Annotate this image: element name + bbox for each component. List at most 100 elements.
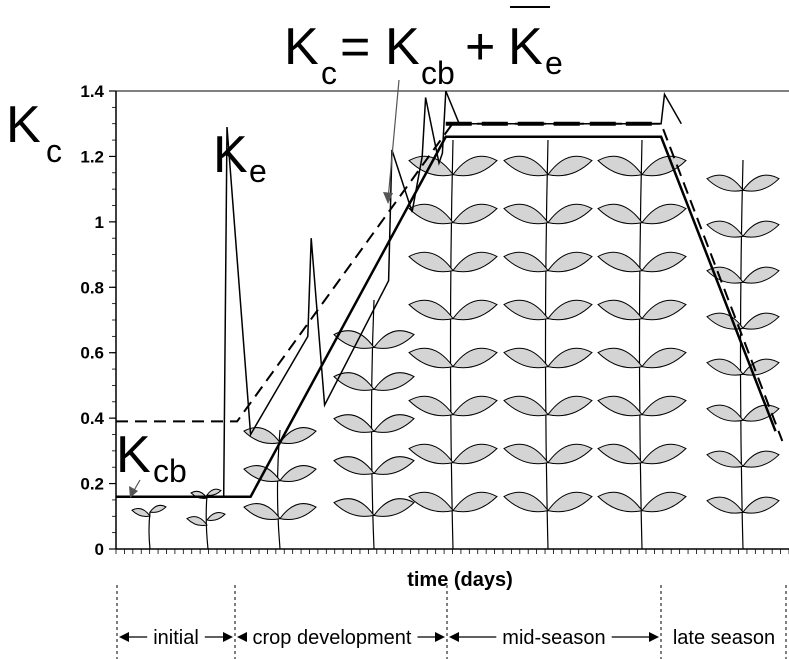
y-tick-label: 1.2 <box>80 147 104 166</box>
stage-arrow-head <box>649 632 659 642</box>
plant-stem <box>544 139 549 550</box>
ke-label: K e <box>213 126 267 189</box>
leaf-shape <box>597 443 643 465</box>
leaf-shape <box>641 395 687 417</box>
leaf-shape <box>706 266 744 284</box>
leaf-shape <box>547 155 593 177</box>
y-tick-label: 1.4 <box>80 82 104 101</box>
growing-plant <box>333 299 415 550</box>
leaf-shape <box>547 395 593 417</box>
leaf-shape <box>503 203 549 225</box>
leaf-shape <box>597 395 643 417</box>
leaf-shape <box>503 395 549 417</box>
series-lines <box>116 90 784 498</box>
leaf-shape <box>408 299 454 321</box>
plant-stem <box>370 299 375 550</box>
y-tick-label: 0 <box>95 540 104 559</box>
equation-ke-main: K <box>508 18 543 76</box>
equation-kcb-sub: cb <box>421 55 455 91</box>
leaf-shape <box>742 220 780 238</box>
equation-ke-sub: e <box>545 45 563 81</box>
leaf-shape <box>706 496 744 514</box>
leaf-shape <box>333 498 375 517</box>
stage-label: late season <box>673 627 775 649</box>
leaf-shape <box>706 174 744 192</box>
leaf-shape <box>452 491 498 513</box>
late-season-plant <box>706 159 780 550</box>
equation-k-sub: c <box>321 55 337 91</box>
kcb-arrow-head <box>129 486 138 498</box>
equation-annotation: K c = K cb + K e <box>284 6 563 91</box>
leaf-shape <box>243 427 281 444</box>
young-plant <box>243 427 317 550</box>
plant-stem <box>449 139 454 550</box>
leaf-shape <box>333 456 375 475</box>
leaf-shape <box>452 299 498 321</box>
leaf-shape <box>206 512 226 521</box>
stage-label: mid-season <box>502 627 605 649</box>
leaf-shape <box>706 220 744 238</box>
leaf-shape <box>131 508 151 517</box>
leaf-shape <box>452 443 498 465</box>
leaf-shape <box>408 443 454 465</box>
leaf-shape <box>408 395 454 417</box>
leaf-shape <box>597 491 643 513</box>
leaf-shape <box>503 443 549 465</box>
leaf-shape <box>597 299 643 321</box>
seedling-plant <box>186 488 226 550</box>
leaf-shape <box>243 503 281 520</box>
y-axis-label: K c <box>6 96 62 169</box>
leaf-shape <box>503 155 549 177</box>
leaf-shape <box>373 456 415 475</box>
leaf-shape <box>742 450 780 468</box>
leaf-shape <box>547 491 593 513</box>
kc-series-line <box>116 122 784 442</box>
leaf-shape <box>503 299 549 321</box>
leaf-shape <box>597 347 643 369</box>
leaf-shape <box>408 251 454 273</box>
leaf-shape <box>373 330 415 349</box>
leaf-shape <box>279 427 317 444</box>
equation-arrow-line <box>387 79 400 201</box>
stage-arrow-head <box>435 632 445 642</box>
leaf-shape <box>408 347 454 369</box>
leaf-shape <box>503 491 549 513</box>
leaf-shape <box>742 174 780 192</box>
leaf-shape <box>547 299 593 321</box>
stage-label: crop development <box>253 627 412 649</box>
y-tick-label: 0.6 <box>80 344 104 363</box>
leaf-shape <box>206 488 222 496</box>
leaf-shape <box>706 450 744 468</box>
leaf-shape <box>503 251 549 273</box>
plant-stem <box>148 511 151 550</box>
leaf-shape <box>641 347 687 369</box>
leaf-shape <box>641 203 687 225</box>
leaf-shape <box>641 491 687 513</box>
x-axis-ticks <box>115 549 789 554</box>
leaf-shape <box>547 203 593 225</box>
kcb-label: K cb <box>116 426 187 489</box>
kcb-label-main: K <box>116 426 151 484</box>
leaf-shape <box>742 312 780 330</box>
leaf-shape <box>597 251 643 273</box>
leaf-shape <box>597 203 643 225</box>
leaf-shape <box>452 347 498 369</box>
leaf-shape <box>503 347 549 369</box>
y-axis-ticks: 0 0.2 0.4 0.6 0.8 1 1.2 1.4 <box>80 82 116 559</box>
leaf-shape <box>641 443 687 465</box>
stage-label: initial <box>153 627 199 649</box>
annotation-arrows <box>129 79 400 498</box>
y-tick-label: 0.8 <box>80 278 104 297</box>
leaf-shape <box>279 503 317 520</box>
leaf-shape <box>333 372 375 391</box>
leaf-shape <box>408 203 454 225</box>
leaf-shape <box>641 251 687 273</box>
equation-equals: = <box>340 18 370 76</box>
equation-kcb-main: K <box>385 18 420 76</box>
leaf-shape <box>547 347 593 369</box>
leaf-shape <box>333 414 375 433</box>
seedling-plant <box>131 504 167 550</box>
y-tick-label: 1 <box>95 213 104 232</box>
leaf-shape <box>186 516 208 526</box>
